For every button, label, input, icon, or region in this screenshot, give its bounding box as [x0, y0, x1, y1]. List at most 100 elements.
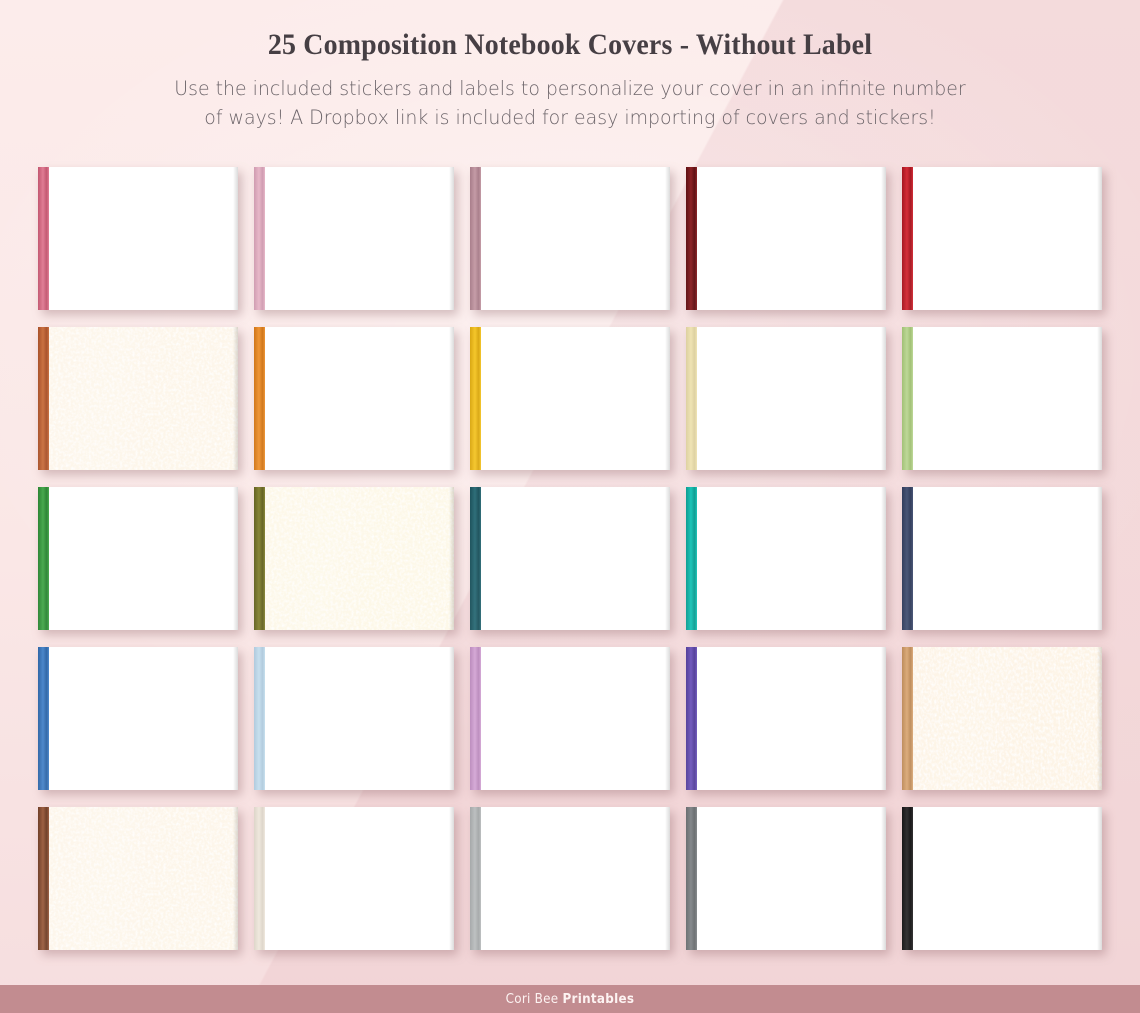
cover-right-edge: [881, 167, 886, 310]
notebook-cover-light-blue[interactable]: [254, 647, 454, 790]
notebook-cover-turquoise[interactable]: [686, 487, 886, 630]
notebook-cover-dusty-rose[interactable]: [470, 167, 670, 310]
cover-face: [470, 647, 670, 790]
marble-speckle-texture: [470, 647, 670, 790]
cover-face: [686, 647, 886, 790]
notebook-cover-golden-yellow[interactable]: [470, 327, 670, 470]
cover-right-edge: [881, 487, 886, 630]
cover-face: [254, 487, 454, 630]
notebook-cover-dark-maroon[interactable]: [686, 167, 886, 310]
subtitle-line-1: Use the included stickers and labels to …: [174, 77, 966, 100]
cover-right-edge: [881, 647, 886, 790]
notebook-cover-light-green[interactable]: [902, 327, 1102, 470]
header: 25 Composition Notebook Covers - Without…: [0, 0, 1140, 133]
notebook-cover-pink[interactable]: [38, 167, 238, 310]
cover-spine: [686, 807, 697, 950]
marble-speckle-texture: [38, 327, 238, 470]
notebook-cover-light-gray[interactable]: [470, 807, 670, 950]
marble-speckle-texture: [38, 647, 238, 790]
marble-speckle-texture: [902, 487, 1102, 630]
cover-face: [38, 487, 238, 630]
cover-spine: [38, 647, 49, 790]
cover-face: [902, 647, 1102, 790]
cover-right-edge: [449, 167, 454, 310]
cover-face: [902, 327, 1102, 470]
cover-right-edge: [449, 327, 454, 470]
page-subtitle: Use the included stickers and labels to …: [85, 75, 1055, 133]
marble-speckle-texture: [254, 487, 454, 630]
marble-speckle-texture: [902, 647, 1102, 790]
marble-speckle-texture: [902, 327, 1102, 470]
cover-spine: [470, 807, 481, 950]
cover-right-edge: [665, 647, 670, 790]
notebook-cover-orange[interactable]: [254, 327, 454, 470]
notebook-cover-brown[interactable]: [38, 807, 238, 950]
cover-right-edge: [449, 647, 454, 790]
cover-right-edge: [1097, 807, 1102, 950]
cover-right-edge: [1097, 487, 1102, 630]
subtitle-line-2: of ways! A Dropbox link is included for …: [204, 105, 936, 129]
cover-face: [254, 807, 454, 950]
cover-face: [686, 487, 886, 630]
cover-face: [470, 327, 670, 470]
marble-speckle-texture: [38, 167, 238, 310]
marble-speckle-texture: [254, 167, 454, 310]
notebook-cover-tan[interactable]: [902, 647, 1102, 790]
cover-spine: [686, 327, 697, 470]
notebook-cover-lavender[interactable]: [470, 647, 670, 790]
notebook-cover-medium-gray[interactable]: [686, 807, 886, 950]
marble-speckle-texture: [470, 807, 670, 950]
cover-right-edge: [233, 487, 238, 630]
cover-spine: [470, 487, 481, 630]
notebook-cover-navy[interactable]: [902, 487, 1102, 630]
marble-speckle-texture: [470, 327, 670, 470]
cover-right-edge: [665, 487, 670, 630]
cover-right-edge: [665, 327, 670, 470]
footer-credit: Cori Bee Printables: [506, 992, 635, 1007]
cover-spine: [902, 487, 913, 630]
cover-right-edge: [233, 647, 238, 790]
notebook-cover-blue[interactable]: [38, 647, 238, 790]
cover-spine: [470, 327, 481, 470]
cover-spine: [902, 327, 913, 470]
cover-face: [902, 167, 1102, 310]
cover-face: [254, 327, 454, 470]
cover-right-edge: [665, 167, 670, 310]
notebook-cover-green[interactable]: [38, 487, 238, 630]
cover-spine: [686, 167, 697, 310]
marble-speckle-texture: [902, 807, 1102, 950]
cover-right-edge: [1097, 167, 1102, 310]
cover-spine: [38, 167, 49, 310]
notebook-cover-cream[interactable]: [254, 807, 454, 950]
cover-right-edge: [449, 487, 454, 630]
cover-spine: [254, 647, 265, 790]
notebook-cover-red[interactable]: [902, 167, 1102, 310]
marble-speckle-texture: [38, 487, 238, 630]
notebook-cover-dark-teal[interactable]: [470, 487, 670, 630]
notebook-cover-olive[interactable]: [254, 487, 454, 630]
cover-face: [470, 167, 670, 310]
marble-speckle-texture: [686, 327, 886, 470]
notebook-cover-purple[interactable]: [686, 647, 886, 790]
notebook-cover-black[interactable]: [902, 807, 1102, 950]
marble-speckle-texture: [902, 167, 1102, 310]
notebook-cover-pale-cream[interactable]: [686, 327, 886, 470]
cover-face: [686, 167, 886, 310]
cover-right-edge: [881, 327, 886, 470]
cover-face: [470, 807, 670, 950]
cover-face: [470, 487, 670, 630]
cover-spine: [254, 807, 265, 950]
cover-spine: [38, 487, 49, 630]
cover-spine: [38, 807, 49, 950]
cover-right-edge: [233, 807, 238, 950]
cover-spine: [254, 327, 265, 470]
notebook-cover-terracotta[interactable]: [38, 327, 238, 470]
cover-right-edge: [449, 807, 454, 950]
cover-spine: [902, 807, 913, 950]
marble-speckle-texture: [686, 487, 886, 630]
marble-speckle-texture: [254, 327, 454, 470]
cover-right-edge: [665, 807, 670, 950]
brand-word: Printables: [562, 991, 635, 1007]
notebook-cover-light-pink[interactable]: [254, 167, 454, 310]
cover-face: [38, 167, 238, 310]
